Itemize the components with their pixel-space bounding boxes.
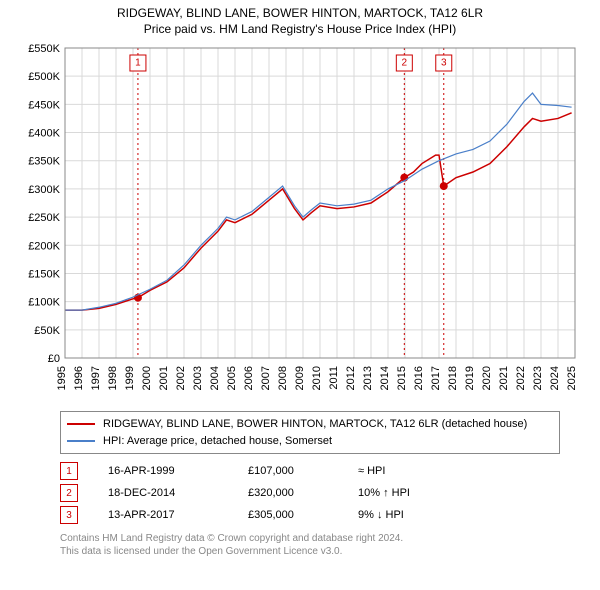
svg-text:2005: 2005 xyxy=(226,366,238,390)
svg-text:2006: 2006 xyxy=(243,366,255,390)
legend-item: RIDGEWAY, BLIND LANE, BOWER HINTON, MART… xyxy=(67,416,553,433)
svg-text:1998: 1998 xyxy=(107,366,119,390)
legend: RIDGEWAY, BLIND LANE, BOWER HINTON, MART… xyxy=(60,411,560,454)
svg-text:2007: 2007 xyxy=(260,366,272,390)
sale-number-box: 3 xyxy=(60,506,78,524)
svg-text:1: 1 xyxy=(135,58,141,69)
svg-text:2025: 2025 xyxy=(566,366,578,390)
svg-text:2003: 2003 xyxy=(192,366,204,390)
svg-text:2000: 2000 xyxy=(141,366,153,390)
sales-row: 2 18-DEC-2014 £320,000 10% ↑ HPI xyxy=(60,482,590,504)
svg-text:1999: 1999 xyxy=(124,366,136,390)
sale-date: 16-APR-1999 xyxy=(108,465,248,477)
svg-text:£250K: £250K xyxy=(28,212,60,224)
svg-text:2001: 2001 xyxy=(158,366,170,390)
sales-row: 3 13-APR-2017 £305,000 9% ↓ HPI xyxy=(60,504,590,526)
sale-hpi-relation: ≈ HPI xyxy=(358,465,478,477)
svg-text:2004: 2004 xyxy=(209,366,221,390)
chart-title-line2: Price paid vs. HM Land Registry's House … xyxy=(10,22,590,38)
svg-text:1997: 1997 xyxy=(90,366,102,390)
svg-text:2021: 2021 xyxy=(498,366,510,390)
chart-container: RIDGEWAY, BLIND LANE, BOWER HINTON, MART… xyxy=(0,0,600,590)
svg-text:£500K: £500K xyxy=(28,71,60,83)
svg-text:£400K: £400K xyxy=(28,128,60,140)
svg-text:£0: £0 xyxy=(48,353,60,365)
svg-text:2002: 2002 xyxy=(175,366,187,390)
svg-text:£50K: £50K xyxy=(34,325,60,337)
svg-text:2023: 2023 xyxy=(532,366,544,390)
svg-text:1995: 1995 xyxy=(56,366,68,390)
sale-number-box: 1 xyxy=(60,462,78,480)
svg-text:2016: 2016 xyxy=(413,366,425,390)
svg-text:£100K: £100K xyxy=(28,297,60,309)
svg-text:2: 2 xyxy=(402,58,408,69)
sale-number-box: 2 xyxy=(60,484,78,502)
svg-text:3: 3 xyxy=(441,58,447,69)
svg-text:2012: 2012 xyxy=(345,366,357,390)
svg-text:£450K: £450K xyxy=(28,100,60,112)
sales-row: 1 16-APR-1999 £107,000 ≈ HPI xyxy=(60,460,590,482)
footer-attribution: Contains HM Land Registry data © Crown c… xyxy=(60,532,590,558)
sale-hpi-relation: 10% ↑ HPI xyxy=(358,487,478,499)
sales-table: 1 16-APR-1999 £107,000 ≈ HPI 2 18-DEC-20… xyxy=(60,460,590,526)
svg-text:1996: 1996 xyxy=(73,366,85,390)
svg-text:2024: 2024 xyxy=(549,366,561,390)
svg-text:2013: 2013 xyxy=(362,366,374,390)
svg-text:£350K: £350K xyxy=(28,156,60,168)
legend-label: RIDGEWAY, BLIND LANE, BOWER HINTON, MART… xyxy=(103,416,527,433)
sale-price: £305,000 xyxy=(248,509,358,521)
footer-line: This data is licensed under the Open Gov… xyxy=(60,545,590,558)
sale-date: 13-APR-2017 xyxy=(108,509,248,521)
chart-area: £0 £50K £100K £150K £200K £250K £300K £350K £400… xyxy=(15,43,585,403)
svg-text:2020: 2020 xyxy=(481,366,493,390)
svg-text:2009: 2009 xyxy=(294,366,306,390)
chart-title-line1: RIDGEWAY, BLIND LANE, BOWER HINTON, MART… xyxy=(10,6,590,22)
legend-swatch xyxy=(67,440,95,442)
svg-text:2011: 2011 xyxy=(328,366,340,390)
legend-label: HPI: Average price, detached house, Some… xyxy=(103,433,332,450)
sale-date: 18-DEC-2014 xyxy=(108,487,248,499)
legend-swatch xyxy=(67,423,95,425)
svg-text:£150K: £150K xyxy=(28,269,60,281)
svg-text:£200K: £200K xyxy=(28,240,60,252)
svg-text:2015: 2015 xyxy=(396,366,408,390)
svg-text:2022: 2022 xyxy=(515,366,527,390)
svg-text:£300K: £300K xyxy=(28,184,60,196)
svg-text:£550K: £550K xyxy=(28,43,60,55)
svg-text:2010: 2010 xyxy=(311,366,323,390)
sale-price: £107,000 xyxy=(248,465,358,477)
sale-hpi-relation: 9% ↓ HPI xyxy=(358,509,478,521)
svg-text:2017: 2017 xyxy=(430,366,442,390)
svg-text:2008: 2008 xyxy=(277,366,289,390)
sale-price: £320,000 xyxy=(248,487,358,499)
svg-text:2014: 2014 xyxy=(379,366,391,390)
footer-line: Contains HM Land Registry data © Crown c… xyxy=(60,532,590,545)
legend-item: HPI: Average price, detached house, Some… xyxy=(67,433,553,450)
line-chart-svg: £0 £50K £100K £150K £200K £250K £300K £350K £400… xyxy=(15,43,585,403)
svg-text:2019: 2019 xyxy=(464,366,476,390)
svg-text:2018: 2018 xyxy=(447,366,459,390)
